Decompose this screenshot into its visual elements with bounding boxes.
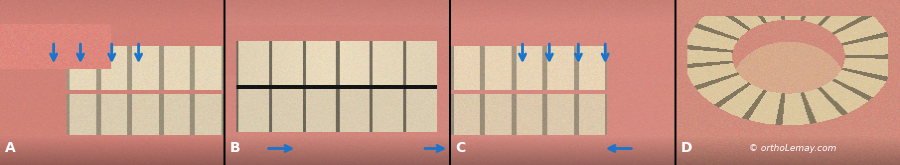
Text: A: A [4, 141, 15, 155]
Text: C: C [455, 141, 465, 155]
Text: B: B [230, 141, 240, 155]
Text: © orthoLemay.com: © orthoLemay.com [749, 144, 836, 153]
Text: D: D [681, 141, 692, 155]
